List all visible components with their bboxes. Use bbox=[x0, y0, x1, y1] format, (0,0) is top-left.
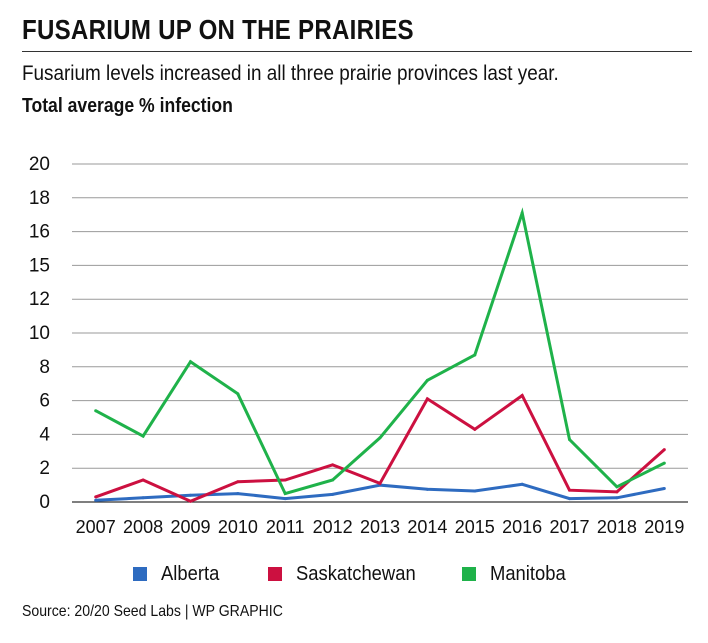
data-point-alberta bbox=[141, 496, 145, 500]
data-point-manitoba bbox=[520, 211, 524, 215]
data-point-saskatchewan bbox=[568, 488, 572, 492]
data-point-alberta bbox=[425, 487, 429, 491]
data-point-manitoba bbox=[425, 378, 429, 382]
data-point-alberta bbox=[236, 492, 240, 496]
x-tick-label: 2013 bbox=[360, 517, 400, 537]
legend: Alberta Saskatchewan Manitoba bbox=[0, 562, 708, 586]
data-point-saskatchewan bbox=[94, 495, 98, 499]
y-tick-label: 4 bbox=[39, 424, 50, 445]
data-point-saskatchewan bbox=[236, 480, 240, 484]
data-point-alberta bbox=[568, 497, 572, 501]
x-tick-label: 2016 bbox=[502, 517, 542, 537]
x-tick-label: 2010 bbox=[218, 517, 258, 537]
data-point-saskatchewan bbox=[520, 394, 524, 398]
data-point-alberta bbox=[473, 489, 477, 493]
y-axis-unit-label: Total average % infection bbox=[22, 95, 233, 117]
legend-swatch-alberta bbox=[133, 567, 147, 581]
legend-item-manitoba: Manitoba bbox=[462, 562, 572, 586]
legend-item-saskatchewan: Saskatchewan bbox=[268, 562, 426, 586]
data-point-saskatchewan bbox=[662, 448, 666, 452]
x-tick-label: 2011 bbox=[266, 517, 305, 537]
y-tick-label: 12 bbox=[29, 289, 50, 310]
source-note: Source: 20/20 Seed Labs | WP GRAPHIC bbox=[22, 603, 283, 620]
y-tick-label: 15 bbox=[29, 255, 50, 276]
data-point-manitoba bbox=[662, 461, 666, 465]
y-tick-label: 20 bbox=[29, 154, 50, 175]
y-tick-label: 8 bbox=[39, 357, 50, 378]
line-chart: 0 2 4 6 8 10 12 15 16 18 20 2007 2008 2009 2010 2011 201… bbox=[29, 154, 688, 537]
y-tick-label: 6 bbox=[39, 391, 50, 412]
y-tick-label: 10 bbox=[29, 323, 50, 344]
legend-label-saskatchewan: Saskatchewan bbox=[296, 562, 416, 585]
legend-swatch-saskatchewan bbox=[268, 567, 282, 581]
data-point-saskatchewan bbox=[331, 463, 335, 467]
x-tick-label: 2008 bbox=[123, 517, 163, 537]
data-point-alberta bbox=[331, 492, 335, 496]
data-point-saskatchewan bbox=[615, 490, 619, 494]
x-tick-label: 2009 bbox=[170, 517, 210, 537]
data-point-saskatchewan bbox=[141, 478, 145, 482]
data-point-manitoba bbox=[473, 353, 477, 357]
data-point-saskatchewan bbox=[425, 397, 429, 401]
data-point-alberta bbox=[662, 486, 666, 490]
data-point-manitoba bbox=[236, 392, 240, 396]
chart-title: FUSARIUM UP ON THE PRAIRIES bbox=[22, 14, 414, 45]
data-point-saskatchewan bbox=[378, 481, 382, 485]
data-point-manitoba bbox=[188, 360, 192, 364]
series-line-manitoba bbox=[94, 207, 665, 496]
chart-subtitle: Fusarium levels increased in all three p… bbox=[22, 62, 559, 85]
y-tick-label: 2 bbox=[39, 458, 50, 479]
x-tick-label: 2017 bbox=[550, 517, 590, 537]
data-point-alberta bbox=[283, 497, 287, 501]
data-point-alberta bbox=[520, 482, 524, 486]
data-point-saskatchewan bbox=[188, 499, 192, 503]
data-point-manitoba bbox=[331, 478, 335, 482]
data-point-alberta bbox=[615, 496, 619, 500]
x-tick-label: 2007 bbox=[76, 517, 116, 537]
data-point-manitoba bbox=[283, 492, 287, 496]
y-tick-label: 16 bbox=[29, 222, 50, 243]
x-tick-label: 2015 bbox=[455, 517, 495, 537]
data-point-saskatchewan bbox=[473, 427, 477, 431]
x-tick-label: 2019 bbox=[644, 517, 684, 537]
data-point-saskatchewan bbox=[283, 478, 287, 482]
x-tick-label: 2018 bbox=[597, 517, 637, 537]
legend-swatch-manitoba bbox=[462, 567, 476, 581]
data-point-manitoba bbox=[141, 434, 145, 438]
data-point-manitoba bbox=[568, 437, 572, 441]
y-tick-label: 0 bbox=[39, 492, 50, 513]
legend-label-alberta: Alberta bbox=[161, 562, 220, 585]
data-point-manitoba bbox=[94, 409, 98, 413]
x-tick-label: 2012 bbox=[313, 517, 353, 537]
legend-label-manitoba: Manitoba bbox=[490, 562, 566, 585]
data-point-manitoba bbox=[615, 485, 619, 489]
y-tick-label: 18 bbox=[29, 188, 50, 209]
data-point-alberta bbox=[188, 493, 192, 497]
title-divider bbox=[22, 51, 692, 52]
x-tick-label: 2014 bbox=[407, 517, 447, 537]
legend-item-alberta: Alberta bbox=[133, 562, 224, 586]
data-point-alberta bbox=[94, 498, 98, 502]
data-point-manitoba bbox=[378, 436, 382, 440]
